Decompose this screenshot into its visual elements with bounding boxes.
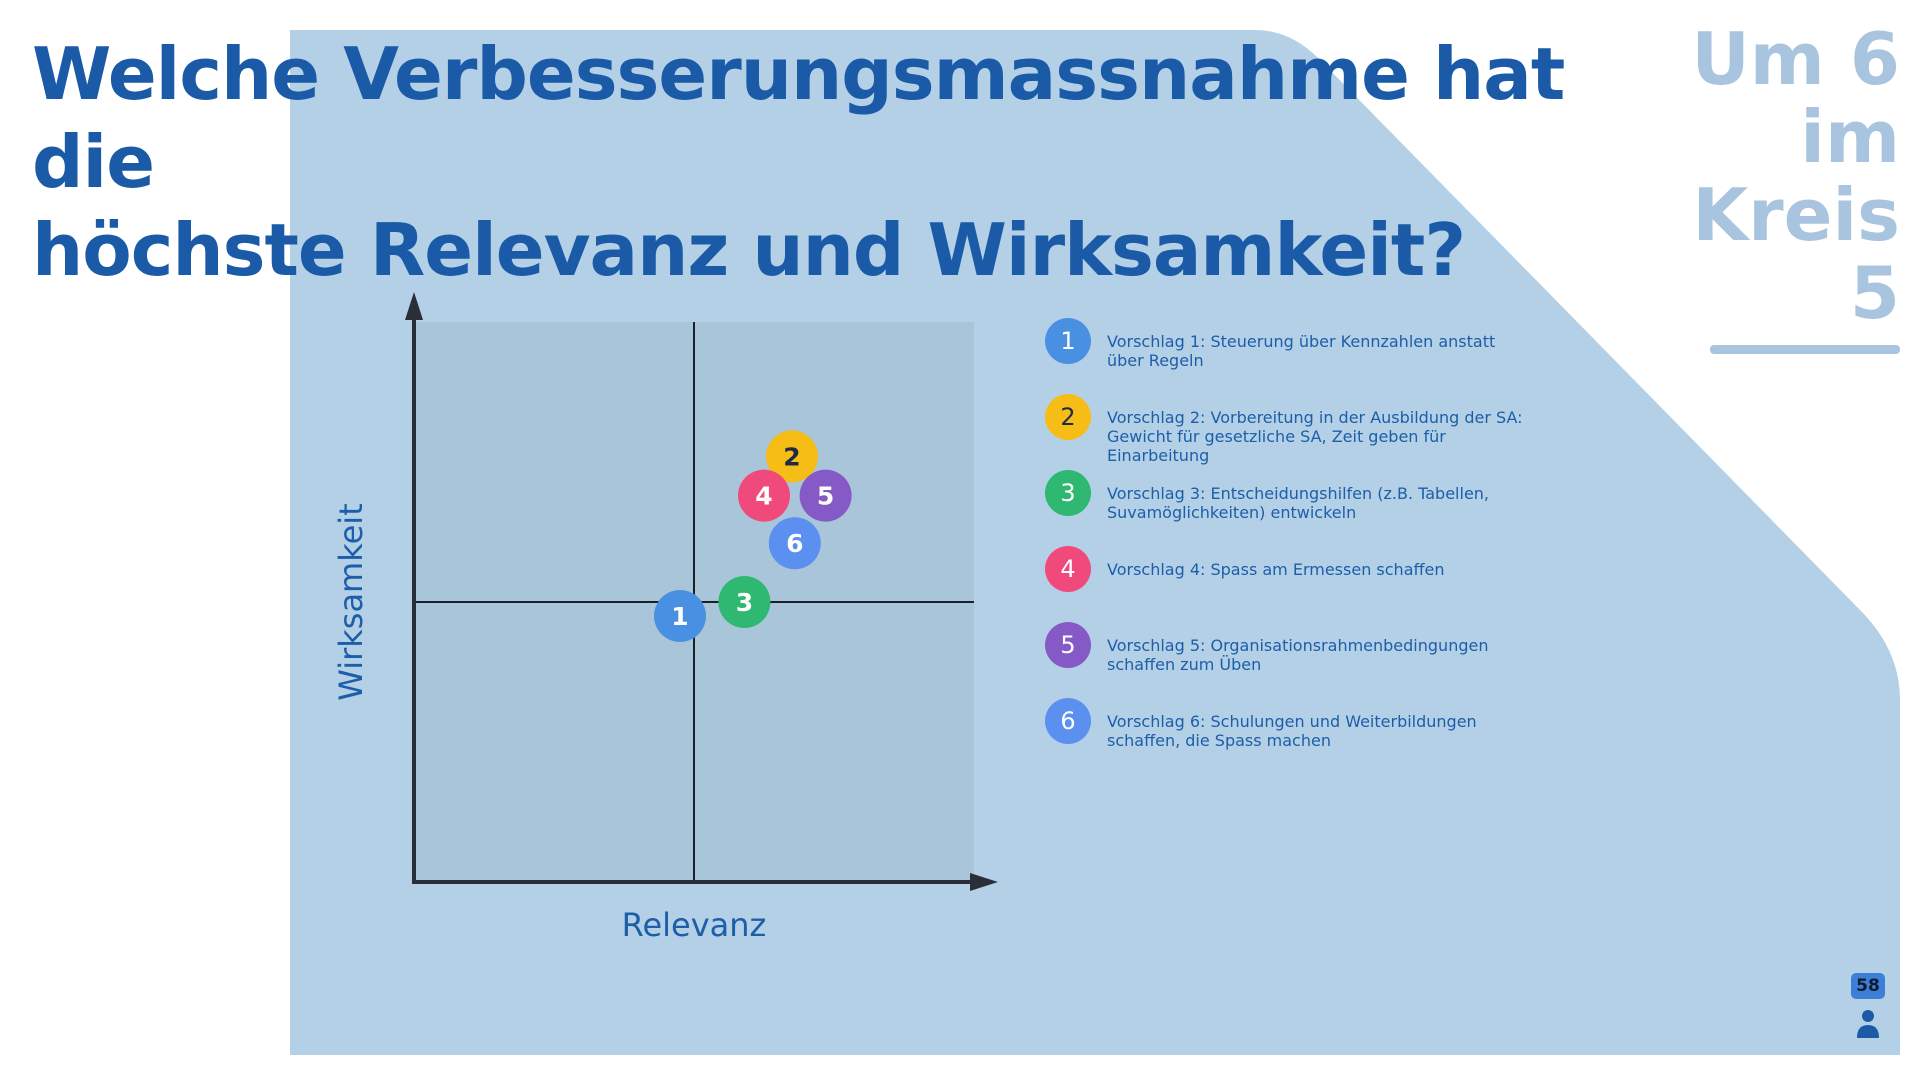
y-axis-label: Wirksamkeit [332,503,370,700]
data-point-4: 4 [738,469,790,522]
data-point-marker [738,469,790,522]
data-point-marker [766,430,818,483]
side-note: Um 6 im Kreis 5 [1660,20,1900,332]
participant-count-badge: 58 [1851,973,1885,999]
x-axis-label: Relevanz [622,906,767,944]
data-point-marker [654,590,706,642]
data-point-5: 5 [799,469,852,522]
side-note-line-2: im [1800,95,1900,179]
person-icon [1857,1010,1879,1038]
legend-number-badge: 6 [1045,698,1091,744]
side-note-underline [1710,345,1900,354]
data-point-label: 2 [783,442,800,471]
y-axis-arrow-icon [405,292,423,320]
side-note-line-3: Kreis [1692,173,1900,257]
legend-text: Vorschlag 3: Entscheidungshilfen (z.B. T… [1107,484,1490,522]
data-point-label: 1 [671,602,688,631]
data-point-3: 3 [718,576,771,628]
legend-text: Vorschlag 5: Organisationsrahmenbedingun… [1107,636,1489,674]
x-axis-arrow-icon [970,873,998,891]
data-point-label: 6 [786,529,803,558]
legend-text: Vorschlag 1: Steuerung über Kennzahlen a… [1107,332,1496,370]
legend-number-badge: 4 [1045,546,1091,592]
page-title: Welche Verbesserungsmassnahme hat die hö… [32,30,1672,294]
legend-number-badge: 3 [1045,470,1091,516]
data-point-marker [768,517,821,570]
data-point-1: 1 [654,590,706,642]
legend-text: Vorschlag 4: Spass am Ermessen schaffen [1107,560,1445,579]
legend-number-badge: 2 [1045,394,1091,440]
title-line-1: Welche Verbesserungsmassnahme hat die [32,32,1565,204]
data-point-label: 3 [736,588,753,617]
legend-number-badge: 5 [1045,622,1091,668]
data-point-6: 6 [768,517,821,570]
legend-text: Vorschlag 6: Schulungen und Weiterbildun… [1107,712,1477,750]
legend-text: Vorschlag 2: Vorbereitung in der Ausbild… [1107,408,1523,465]
data-points: 1 2 3 4 56 [654,430,852,642]
data-point-2: 2 [766,430,818,483]
side-note-line-4: 5 [1849,251,1900,335]
data-point-marker [799,469,852,522]
legend-number-badge: 1 [1045,318,1091,364]
side-note-line-1: Um 6 [1691,17,1900,101]
data-point-label: 5 [817,482,834,511]
priority-matrix-chart: Wirksamkeit Relevanz 1 2 3 4 56 [332,292,998,944]
title-line-2: höchste Relevanz und Wirksamkeit? [32,208,1466,292]
data-point-marker [718,576,771,628]
data-point-label: 4 [755,482,772,511]
